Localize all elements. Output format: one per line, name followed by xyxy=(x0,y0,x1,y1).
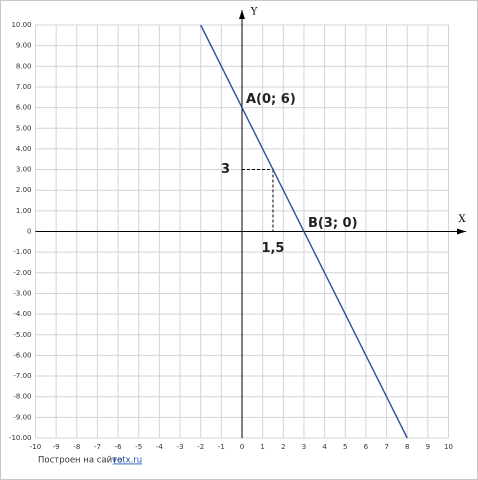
x-tick-label: 10 xyxy=(444,443,453,451)
y-tick-label: 9.00 xyxy=(16,42,32,50)
point-label: A(0; 6) xyxy=(246,92,296,107)
x-tick-label: 8 xyxy=(405,443,409,451)
x-tick-label: -4 xyxy=(156,443,164,451)
y-axis-label: Y xyxy=(250,7,258,18)
x-tick-label: -6 xyxy=(115,443,123,451)
y-tick-label: -6.00 xyxy=(13,351,31,359)
y-tick-label: -3.00 xyxy=(13,289,31,297)
y-tick-label: 8.00 xyxy=(16,62,32,70)
y-tick-label: -9.00 xyxy=(13,413,31,421)
x-tick-label: 9 xyxy=(426,443,430,451)
x-tick-label: -3 xyxy=(177,443,184,451)
y-tick-label: 1.00 xyxy=(16,207,32,215)
y-tick-label: -7.00 xyxy=(13,372,31,380)
guide-y-label: 3 xyxy=(221,162,230,177)
y-tick-label: -8.00 xyxy=(13,393,31,401)
x-tick-label: 4 xyxy=(322,443,327,451)
y-tick-label: 2.00 xyxy=(16,186,32,194)
x-tick-label: -1 xyxy=(218,443,225,451)
x-axis-arrow xyxy=(457,228,466,235)
y-axis-arrow xyxy=(239,10,245,19)
y-tick-label: -10.00 xyxy=(9,434,32,442)
x-tick-label: 6 xyxy=(364,443,369,451)
y-tick-label: -2.00 xyxy=(13,269,31,277)
x-tick-label: -10 xyxy=(30,443,41,451)
y-tick-label: 4.00 xyxy=(16,145,32,153)
y-tick-label: 6.00 xyxy=(16,104,32,112)
x-tick-label: -2 xyxy=(197,443,204,451)
x-tick-label: 3 xyxy=(302,443,306,451)
x-tick-label: -9 xyxy=(53,443,60,451)
y-tick-label: 5.00 xyxy=(16,124,32,132)
x-tick-label: -5 xyxy=(135,443,142,451)
x-tick-label: 5 xyxy=(343,443,347,451)
x-tick-label: 2 xyxy=(281,443,285,451)
y-tick-label: -1.00 xyxy=(13,248,31,256)
x-axis-label: X xyxy=(458,214,466,225)
footer-link[interactable]: yotx.ru xyxy=(112,456,142,466)
x-tick-label: 7 xyxy=(384,443,388,451)
x-tick-label: -8 xyxy=(73,443,80,451)
y-tick-label: -4.00 xyxy=(13,310,31,318)
x-tick-label: 1 xyxy=(260,443,264,451)
x-tick-label: 0 xyxy=(240,443,244,451)
guide-x-label: 1,5 xyxy=(261,241,284,256)
point-label: B(3; 0) xyxy=(308,216,358,231)
y-tick-label: -5.00 xyxy=(13,331,31,339)
y-tick-label: 0 xyxy=(27,228,31,236)
y-tick-label: 10.00 xyxy=(11,21,31,29)
y-tick-label: 3.00 xyxy=(16,166,32,174)
footer-text: Построен на сайте xyxy=(38,456,122,466)
x-tick-label: -7 xyxy=(94,443,101,451)
y-tick-label: 7.00 xyxy=(16,83,32,91)
